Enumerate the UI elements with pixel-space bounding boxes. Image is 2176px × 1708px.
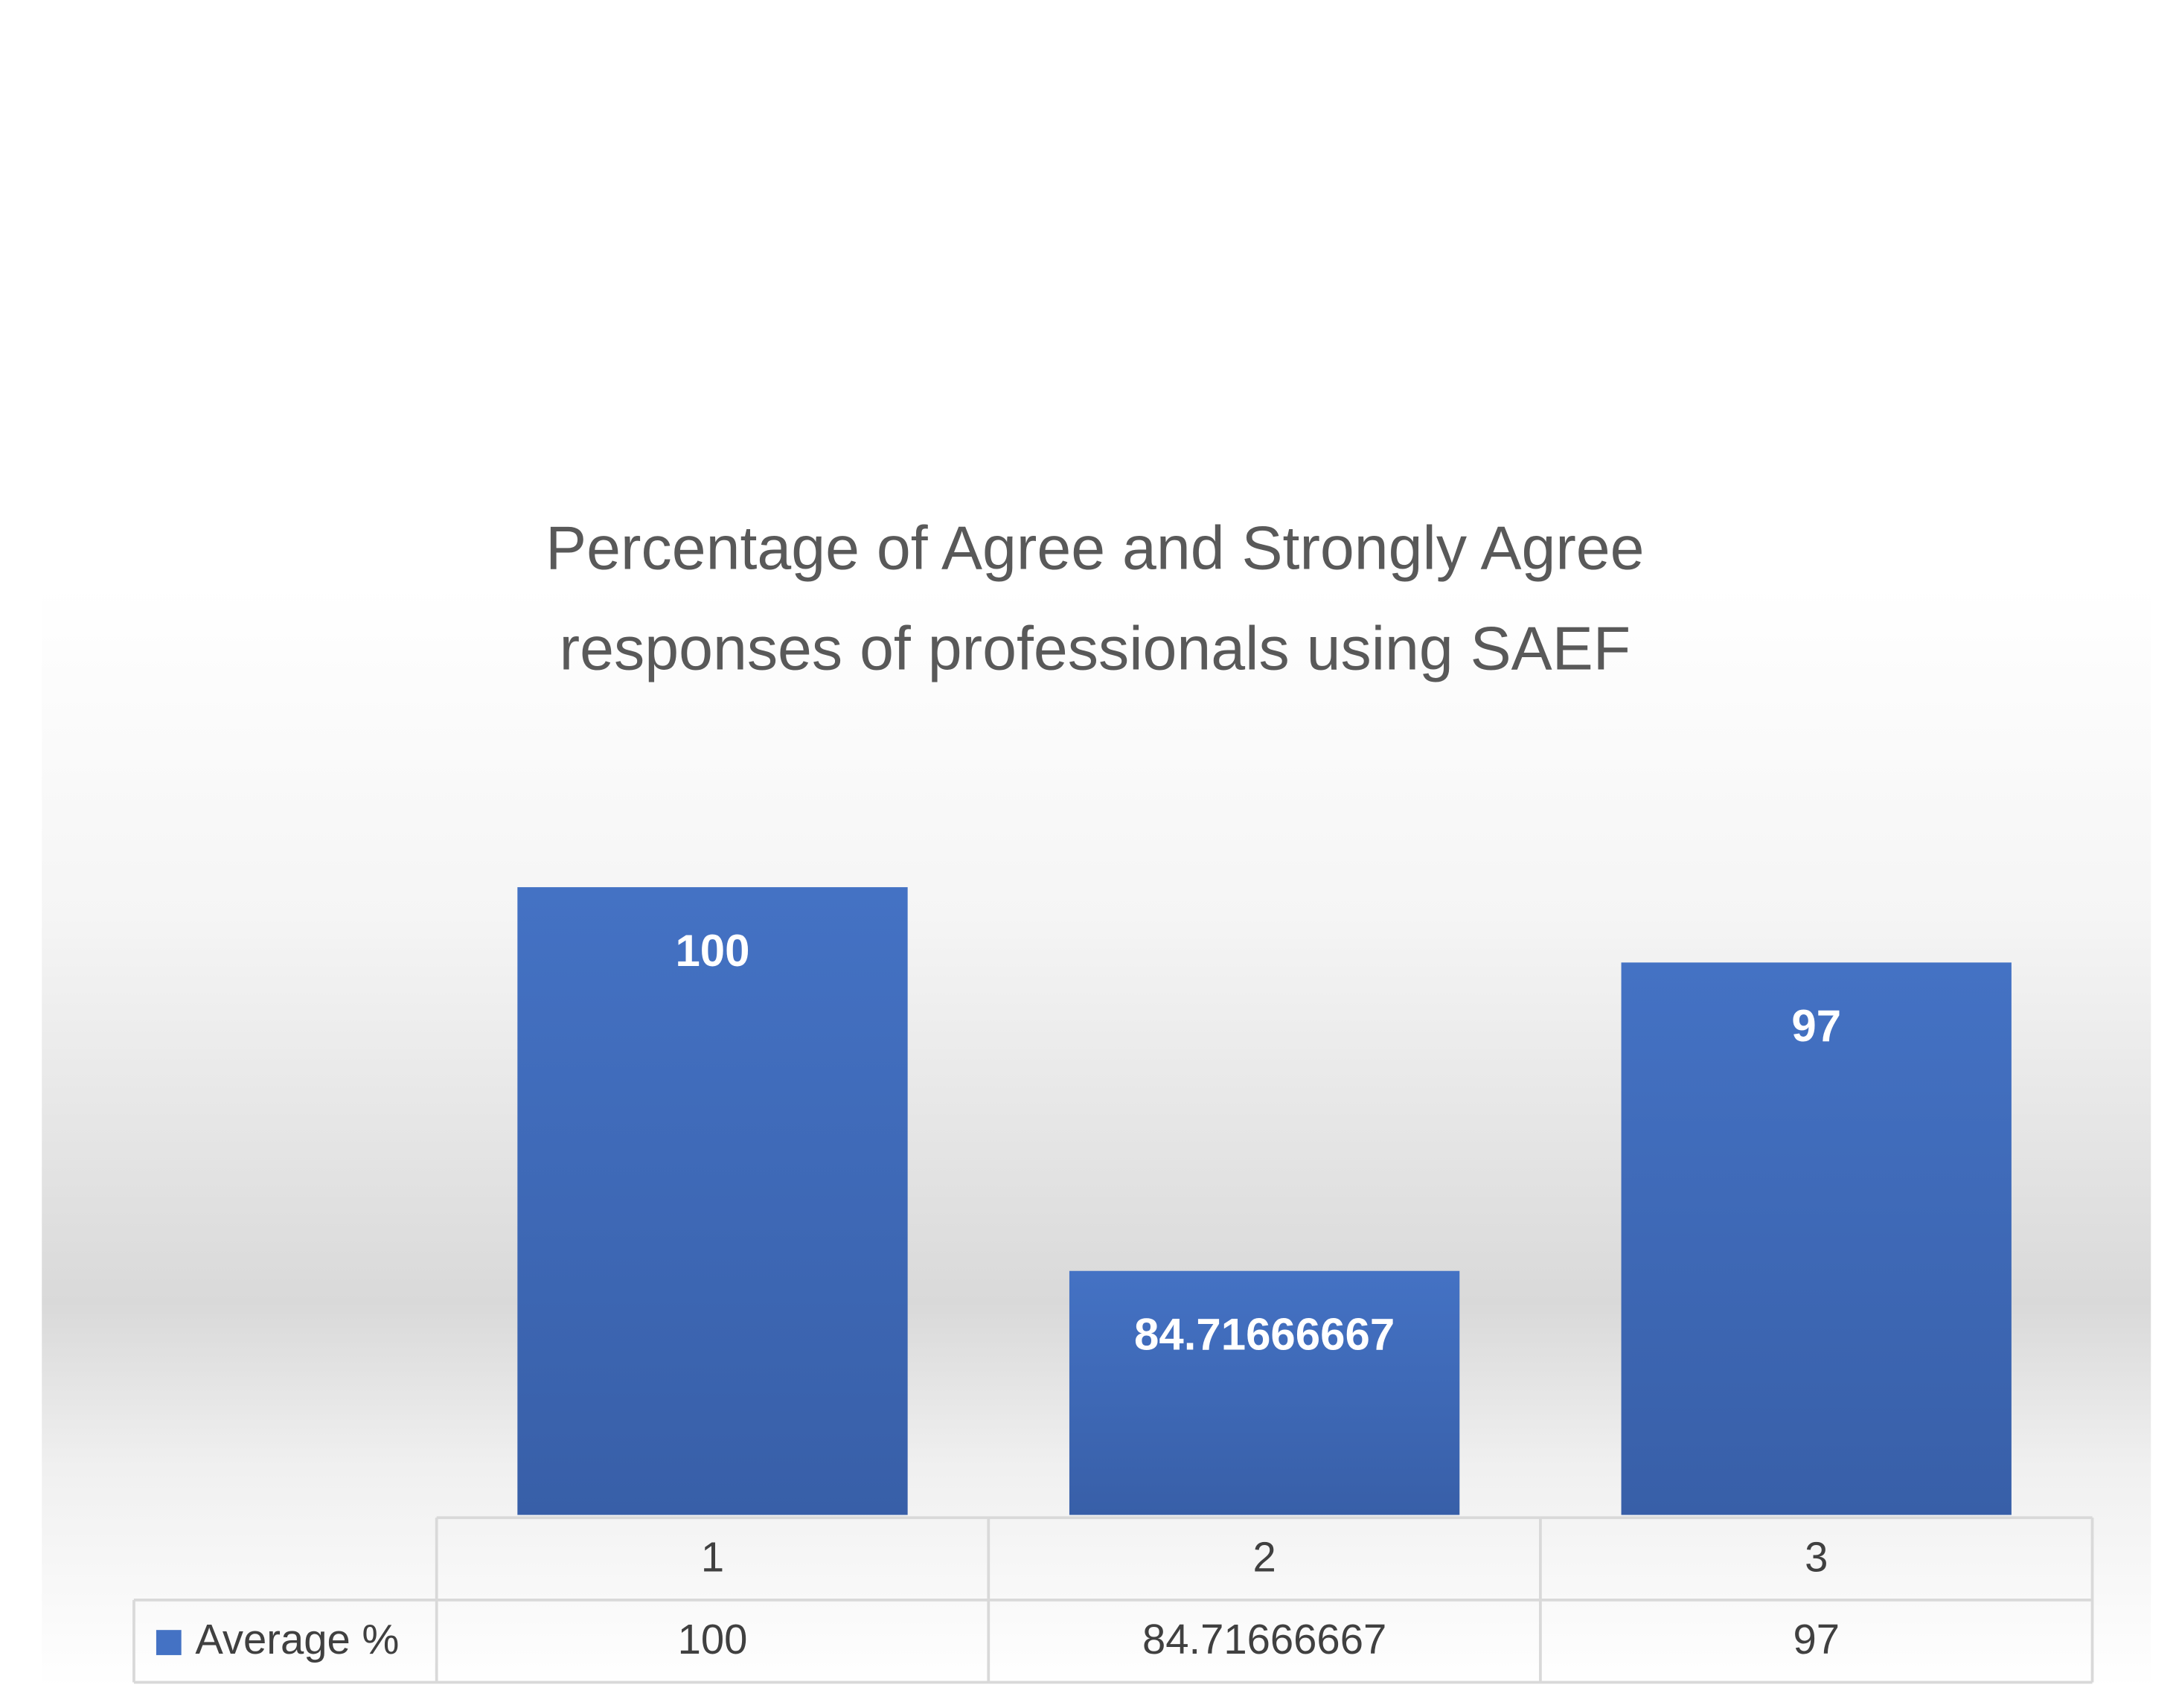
x-tick-label: 2 <box>1252 1533 1276 1580</box>
bar <box>517 887 908 1515</box>
bar <box>1621 962 2012 1515</box>
table-value: 97 <box>1793 1616 1840 1663</box>
legend-label: Average % <box>195 1616 399 1663</box>
data-label: 97 <box>1791 1001 1841 1051</box>
table-value: 84.71666667 <box>1142 1616 1386 1663</box>
legend-swatch <box>156 1630 182 1655</box>
data-label: 84.71666667 <box>1134 1310 1395 1360</box>
x-tick-label: 1 <box>701 1533 724 1580</box>
table-value: 100 <box>678 1616 748 1663</box>
data-label: 100 <box>675 926 749 976</box>
x-tick-label: 3 <box>1805 1533 1828 1580</box>
bar <box>1069 1270 1460 1515</box>
chart-title: Percentage of Agree and Strongly Agree r… <box>545 514 1645 684</box>
